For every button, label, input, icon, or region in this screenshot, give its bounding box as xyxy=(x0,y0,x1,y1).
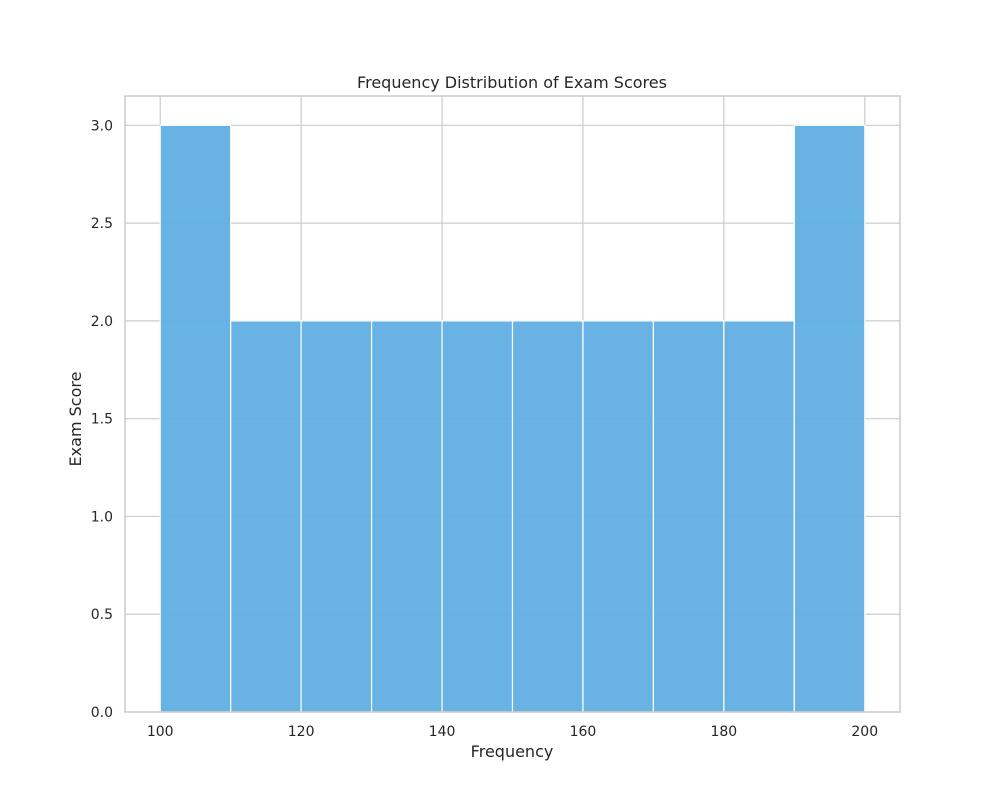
y-tick-label-5: 2.5 xyxy=(91,216,113,232)
y-tick-label-3: 1.5 xyxy=(91,412,113,428)
histogram-bar-1 xyxy=(230,320,302,713)
y-tick-label-6: 3.0 xyxy=(91,118,113,134)
histogram-bar-5 xyxy=(511,320,584,713)
histogram-bar-4 xyxy=(441,320,514,713)
x-tick-label-1: 120 xyxy=(288,724,315,740)
x-tick-label-2: 140 xyxy=(429,724,456,740)
chart-title: Frequency Distribution of Exam Scores xyxy=(357,73,667,92)
y-axis-label: Exam Score xyxy=(66,372,85,467)
histogram-bar-7 xyxy=(652,320,725,713)
histogram-bars xyxy=(159,124,866,713)
x-tick-label-3: 160 xyxy=(570,724,597,740)
y-tick-labels: 0.0 0.5 1.0 1.5 2.0 2.5 3.0 xyxy=(91,118,113,721)
x-axis-label: Frequency xyxy=(471,742,554,761)
histogram-bar-9 xyxy=(793,124,866,713)
x-tick-label-0: 100 xyxy=(147,724,174,740)
x-tick-labels: 100 120 140 160 180 200 xyxy=(147,724,878,740)
histogram-bar-8 xyxy=(723,320,795,713)
y-tick-label-1: 0.5 xyxy=(91,607,113,623)
y-tick-label-2: 1.0 xyxy=(91,509,113,525)
histogram-bar-3 xyxy=(370,320,443,713)
x-tick-label-4: 180 xyxy=(710,724,737,740)
histogram-bar-0 xyxy=(159,124,232,713)
histogram-bar-2 xyxy=(300,320,373,713)
histogram-bar-6 xyxy=(582,320,655,713)
plot-frame xyxy=(124,95,901,713)
y-tick-label-4: 2.0 xyxy=(91,314,113,330)
x-tick-label-5: 200 xyxy=(851,724,878,740)
y-tick-label-0: 0.0 xyxy=(91,705,113,721)
